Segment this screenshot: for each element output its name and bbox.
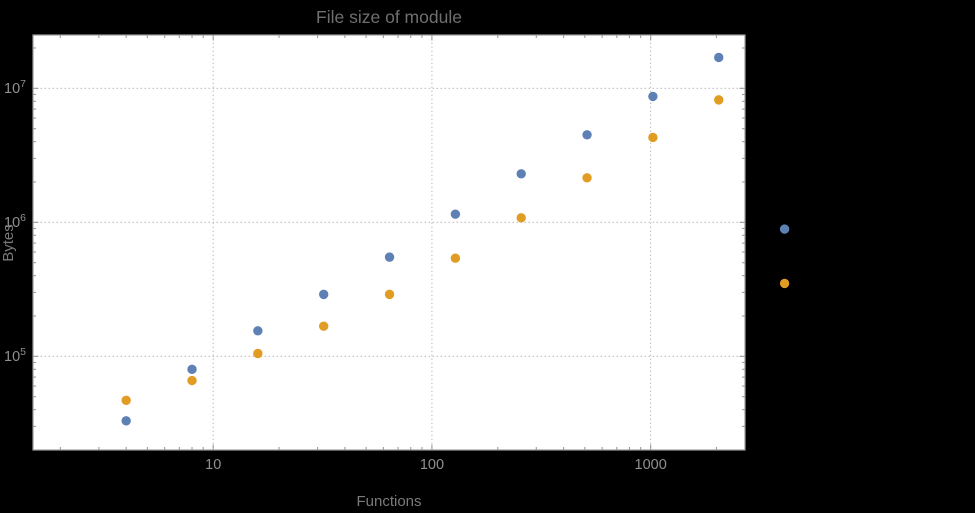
data-point-series-orange	[714, 95, 724, 105]
data-point-series-blue	[187, 364, 197, 375]
data-point-series-orange	[121, 395, 131, 405]
chart-title: File size of module	[316, 7, 462, 27]
data-point-series-orange	[384, 289, 395, 300]
y-tick-label: 105	[4, 346, 26, 365]
data-point-series-blue	[450, 209, 461, 219]
data-point-series-blue	[318, 289, 329, 300]
data-point-series-blue	[516, 169, 526, 179]
axis-ticks	[33, 35, 745, 450]
data-point-series-blue	[779, 224, 790, 234]
x-axis-label: Functions	[356, 493, 421, 510]
data-point-series-orange	[187, 375, 197, 386]
y-tick-label: 107	[4, 78, 26, 97]
data-point-series-orange	[318, 321, 329, 331]
data-point-series-orange	[648, 132, 658, 143]
gridlines	[32, 34, 746, 451]
plot-area	[33, 35, 745, 450]
data-point-series-blue	[582, 130, 592, 140]
x-tick-label: 10	[205, 457, 221, 473]
x-tick-label: 1000	[635, 457, 667, 473]
x-tick-label: 100	[420, 457, 444, 473]
data-point-series-orange	[582, 173, 592, 183]
data-point-series-orange	[516, 213, 526, 223]
data-points	[121, 52, 790, 426]
data-point-series-blue	[648, 91, 658, 102]
y-axis-label: Bytes	[0, 224, 17, 262]
data-point-series-orange	[779, 278, 790, 289]
data-point-series-blue	[384, 252, 395, 262]
plot-frame	[32, 34, 746, 451]
data-point-series-blue	[121, 416, 131, 426]
data-point-series-blue	[253, 326, 263, 336]
data-point-series-orange	[450, 253, 461, 263]
data-point-series-orange	[253, 348, 263, 359]
y-tick-label: 106	[4, 212, 26, 231]
tick-labels: 10 100 1000 105 106 107	[4, 78, 667, 473]
data-point-series-blue	[714, 52, 724, 63]
